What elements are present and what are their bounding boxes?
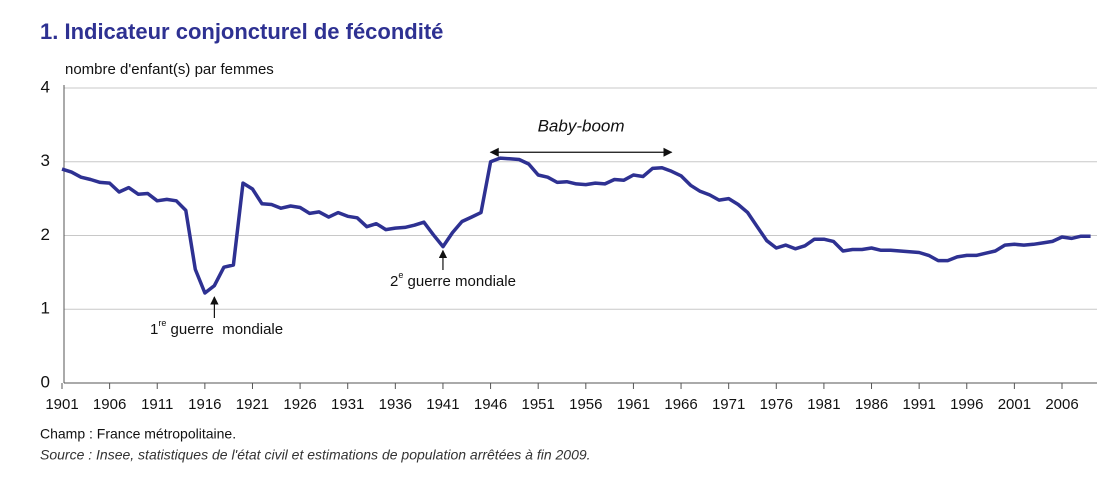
x-tick-label: 1961 bbox=[617, 396, 650, 413]
annotation-suffix: re bbox=[158, 318, 166, 328]
x-tick-label: 2006 bbox=[1045, 396, 1078, 413]
x-tick-label: 1911 bbox=[141, 396, 173, 413]
x-tick-label: 1936 bbox=[379, 396, 412, 413]
y-tick-label: 4 bbox=[41, 77, 50, 96]
y-tick-label: 0 bbox=[41, 372, 50, 391]
annotation-text: guerre mondiale bbox=[166, 321, 283, 338]
y-tick-label: 2 bbox=[41, 225, 50, 244]
x-tick-label: 1991 bbox=[902, 396, 935, 413]
x-tick-label: 1956 bbox=[569, 396, 602, 413]
chart-title: 1. Indicateur conjoncturel de fécondité bbox=[40, 19, 443, 44]
x-tick-label: 1921 bbox=[236, 396, 269, 413]
y-tick-label: 3 bbox=[41, 151, 50, 170]
x-tick-label: 1971 bbox=[712, 396, 745, 413]
x-tick-label: 1906 bbox=[93, 396, 126, 413]
source: Source : Insee, statistiques de l'état c… bbox=[40, 447, 591, 463]
x-tick-label: 1951 bbox=[522, 396, 555, 413]
annotation-suffix: e bbox=[398, 270, 403, 280]
annotation-text: guerre mondiale bbox=[403, 273, 516, 290]
x-tick-label: 1996 bbox=[950, 396, 983, 413]
y-tick-label: 1 bbox=[41, 299, 50, 318]
x-tick-label: 1981 bbox=[807, 396, 840, 413]
x-tick-label: 1916 bbox=[188, 396, 221, 413]
annotation-ordinal: 1 bbox=[150, 321, 158, 338]
x-tick-label: 1931 bbox=[331, 396, 364, 413]
annotation: Baby-boom bbox=[538, 117, 625, 136]
x-tick-label: 1901 bbox=[45, 396, 78, 413]
x-tick-label: 1926 bbox=[283, 396, 316, 413]
y-axis-label: nombre d'enfant(s) par femmes bbox=[65, 61, 274, 78]
x-tick-label: 1941 bbox=[426, 396, 459, 413]
x-tick-label: 1966 bbox=[664, 396, 697, 413]
note: Champ : France métropolitaine. bbox=[40, 426, 236, 442]
x-tick-label: 1946 bbox=[474, 396, 507, 413]
x-tick-label: 1986 bbox=[855, 396, 888, 413]
annotation: 1re guerre mondiale bbox=[150, 318, 283, 338]
x-tick-label: 1976 bbox=[760, 396, 793, 413]
annotation-ordinal: 2 bbox=[390, 273, 398, 290]
line-series bbox=[61, 156, 1091, 295]
x-tick-label: 2001 bbox=[998, 396, 1031, 413]
annotation: 2e guerre mondiale bbox=[390, 270, 516, 290]
